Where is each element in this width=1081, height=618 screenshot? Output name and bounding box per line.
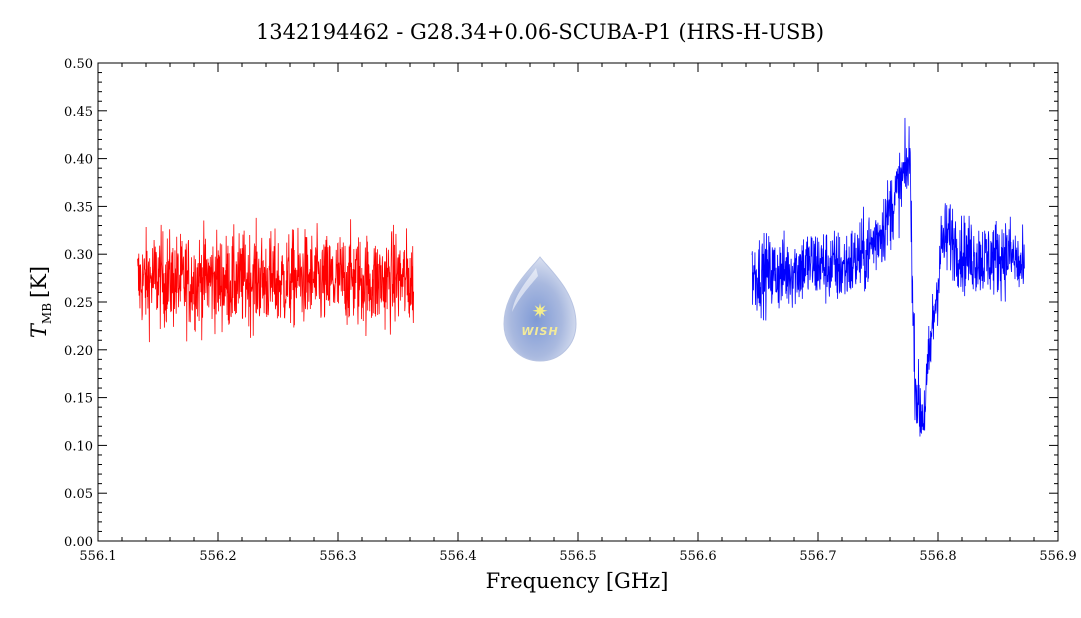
svg-text:TMB[K]: TMB [K] [27, 266, 54, 338]
axis-ticks [97, 62, 1059, 542]
x-tick-label: 556.7 [799, 549, 836, 564]
y-tick-label: 0.00 [64, 535, 93, 550]
y-axis-label-sub: MB [40, 303, 54, 324]
plot-area: ✷ WISH [137, 117, 1025, 437]
series-layer [137, 117, 1025, 437]
x-tick-label: 556.6 [679, 549, 716, 564]
x-tick-labels: 556.1 556.2 556.3 556.4 556.5 556.6 556.7 556.8… [79, 549, 1076, 564]
y-tick-label: 0.35 [64, 200, 93, 215]
y-tick-label: 0.10 [64, 439, 93, 454]
y-tick-label: 0.20 [64, 344, 93, 359]
series-line-1 [137, 217, 414, 343]
y-tick-labels: 0.00 0.05 0.10 0.15 0.20 0.25 0.30 0.35 0.40 0.45… [64, 57, 93, 550]
wish-logo: ✷ WISH [503, 256, 577, 362]
x-tick-label: 556.1 [79, 549, 116, 564]
y-axis-label-main: T [27, 322, 51, 338]
x-tick-label: 556.5 [559, 549, 596, 564]
x-tick-label: 556.4 [439, 549, 476, 564]
y-tick-label: 0.45 [64, 105, 93, 120]
x-tick-label: 556.8 [919, 549, 956, 564]
star-icon: ✷ [532, 299, 549, 323]
logo-text: WISH [521, 325, 558, 338]
y-tick-label: 0.40 [64, 153, 93, 168]
series-line-2 [751, 117, 1025, 437]
water-drop-icon [503, 256, 577, 362]
x-tick-label: 556.9 [1039, 549, 1076, 564]
y-axis-label-unit: [K] [27, 266, 51, 298]
x-axis-label: Frequency [GHz] [486, 569, 669, 593]
x-tick-label: 556.3 [319, 549, 356, 564]
x-tick-label: 556.2 [199, 549, 236, 564]
chart-title: 1342194462 - G28.34+0.06-SCUBA-P1 (HRS-H… [256, 20, 824, 44]
y-tick-label: 0.50 [64, 57, 93, 72]
y-tick-label: 0.05 [64, 487, 93, 502]
y-axis-label: TMB [K] [27, 266, 54, 338]
y-tick-label: 0.15 [64, 392, 93, 407]
y-tick-label: 0.25 [64, 296, 93, 311]
drop-highlight [512, 268, 538, 312]
y-tick-label: 0.30 [64, 248, 93, 263]
